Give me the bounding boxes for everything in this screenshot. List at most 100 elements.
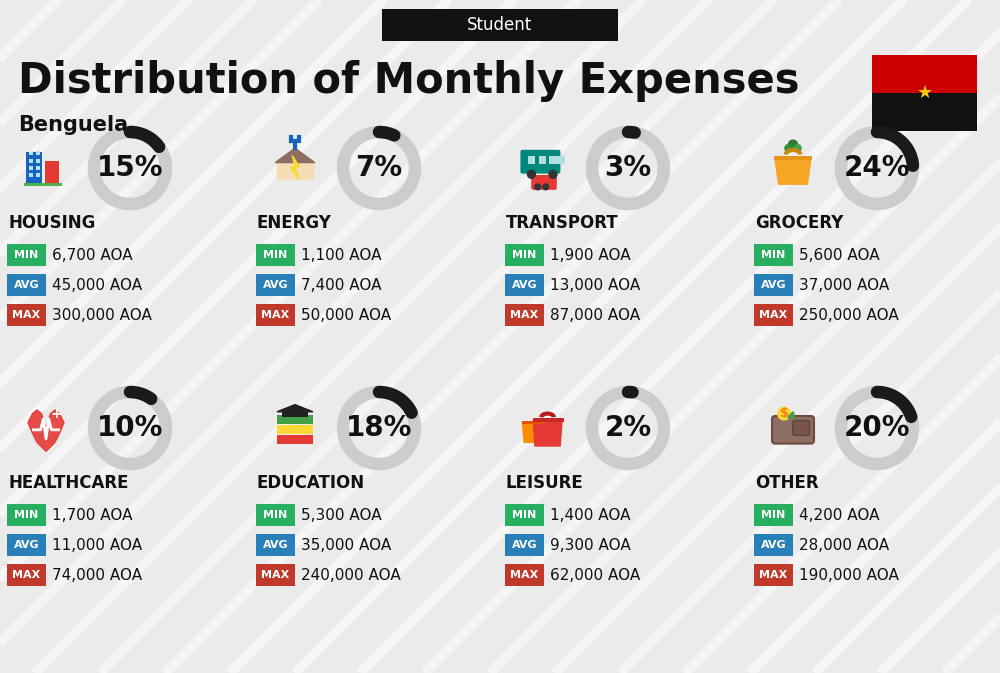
FancyBboxPatch shape	[26, 152, 42, 184]
Circle shape	[527, 170, 535, 178]
Text: 190,000 AOA: 190,000 AOA	[799, 567, 899, 583]
FancyBboxPatch shape	[24, 183, 62, 186]
FancyBboxPatch shape	[256, 564, 295, 586]
FancyBboxPatch shape	[36, 151, 40, 155]
FancyBboxPatch shape	[754, 564, 793, 586]
Polygon shape	[522, 423, 544, 442]
FancyBboxPatch shape	[7, 244, 46, 266]
FancyBboxPatch shape	[754, 534, 793, 556]
Text: MIN: MIN	[263, 510, 288, 520]
FancyBboxPatch shape	[505, 534, 544, 556]
FancyBboxPatch shape	[505, 274, 544, 296]
Text: TRANSPORT: TRANSPORT	[506, 214, 619, 232]
FancyBboxPatch shape	[772, 416, 814, 444]
Text: 5,300 AOA: 5,300 AOA	[301, 507, 382, 522]
Polygon shape	[775, 159, 811, 184]
FancyBboxPatch shape	[277, 425, 313, 434]
FancyBboxPatch shape	[872, 55, 977, 93]
Text: AVG: AVG	[263, 540, 288, 550]
FancyBboxPatch shape	[7, 304, 46, 326]
FancyBboxPatch shape	[754, 304, 793, 326]
Text: 1,700 AOA: 1,700 AOA	[52, 507, 132, 522]
Text: ★: ★	[916, 84, 933, 102]
FancyBboxPatch shape	[754, 504, 793, 526]
Polygon shape	[277, 163, 313, 179]
Text: HOUSING: HOUSING	[8, 214, 95, 232]
Circle shape	[778, 407, 790, 420]
FancyBboxPatch shape	[36, 159, 40, 163]
Text: 6,700 AOA: 6,700 AOA	[52, 248, 133, 262]
FancyBboxPatch shape	[256, 304, 295, 326]
Text: 20%: 20%	[844, 414, 910, 442]
Text: AVG: AVG	[512, 280, 537, 290]
Text: 74,000 AOA: 74,000 AOA	[52, 567, 142, 583]
Text: AVG: AVG	[14, 280, 39, 290]
FancyBboxPatch shape	[277, 435, 313, 444]
Text: 1,400 AOA: 1,400 AOA	[550, 507, 631, 522]
Text: AVG: AVG	[761, 540, 786, 550]
FancyBboxPatch shape	[256, 534, 295, 556]
Text: 300,000 AOA: 300,000 AOA	[52, 308, 152, 322]
Text: 28,000 AOA: 28,000 AOA	[799, 538, 889, 553]
Polygon shape	[290, 155, 299, 180]
Text: ENERGY: ENERGY	[257, 214, 332, 232]
FancyBboxPatch shape	[522, 421, 545, 423]
Text: MIN: MIN	[14, 250, 39, 260]
Text: 45,000 AOA: 45,000 AOA	[52, 277, 142, 293]
Circle shape	[794, 145, 801, 152]
FancyBboxPatch shape	[282, 412, 308, 417]
Text: 15%: 15%	[97, 154, 163, 182]
FancyBboxPatch shape	[505, 504, 544, 526]
Text: 24%: 24%	[844, 154, 910, 182]
FancyBboxPatch shape	[505, 244, 544, 266]
Text: 3%: 3%	[604, 154, 652, 182]
Text: 50,000 AOA: 50,000 AOA	[301, 308, 391, 322]
FancyBboxPatch shape	[29, 173, 33, 177]
Text: 4,200 AOA: 4,200 AOA	[799, 507, 880, 522]
Text: Student: Student	[467, 16, 533, 34]
FancyBboxPatch shape	[36, 173, 40, 177]
FancyBboxPatch shape	[256, 274, 295, 296]
FancyBboxPatch shape	[505, 564, 544, 586]
Text: 11,000 AOA: 11,000 AOA	[52, 538, 142, 553]
Text: $: $	[780, 407, 788, 420]
Text: 2%: 2%	[604, 414, 652, 442]
Text: MAX: MAX	[261, 570, 290, 580]
Text: AVG: AVG	[512, 540, 537, 550]
Text: 9,300 AOA: 9,300 AOA	[550, 538, 631, 553]
Text: 1,900 AOA: 1,900 AOA	[550, 248, 631, 262]
Text: 18%: 18%	[346, 414, 412, 442]
Text: MIN: MIN	[761, 510, 786, 520]
Text: MIN: MIN	[761, 250, 786, 260]
FancyBboxPatch shape	[29, 159, 33, 163]
FancyBboxPatch shape	[277, 415, 313, 425]
Text: MAX: MAX	[12, 570, 41, 580]
FancyBboxPatch shape	[539, 156, 546, 164]
FancyBboxPatch shape	[793, 421, 809, 435]
Text: MAX: MAX	[759, 310, 788, 320]
FancyBboxPatch shape	[256, 504, 295, 526]
Text: Benguela: Benguela	[18, 115, 128, 135]
Text: 7%: 7%	[355, 154, 403, 182]
FancyBboxPatch shape	[557, 156, 565, 164]
Text: +: +	[51, 406, 63, 421]
FancyBboxPatch shape	[7, 534, 46, 556]
Text: HEALTHCARE: HEALTHCARE	[8, 474, 128, 492]
Text: 13,000 AOA: 13,000 AOA	[550, 277, 640, 293]
Text: 250,000 AOA: 250,000 AOA	[799, 308, 899, 322]
Text: AVG: AVG	[263, 280, 288, 290]
FancyBboxPatch shape	[528, 156, 535, 164]
Circle shape	[788, 140, 798, 149]
Text: OTHER: OTHER	[755, 474, 819, 492]
Text: EDUCATION: EDUCATION	[257, 474, 365, 492]
Text: MAX: MAX	[261, 310, 290, 320]
Circle shape	[535, 184, 541, 190]
Text: MIN: MIN	[512, 510, 537, 520]
Text: 7,400 AOA: 7,400 AOA	[301, 277, 382, 293]
Text: 5,600 AOA: 5,600 AOA	[799, 248, 880, 262]
FancyBboxPatch shape	[382, 9, 618, 41]
Circle shape	[785, 145, 792, 152]
Text: AVG: AVG	[761, 280, 786, 290]
Text: MIN: MIN	[512, 250, 537, 260]
Circle shape	[549, 170, 557, 178]
